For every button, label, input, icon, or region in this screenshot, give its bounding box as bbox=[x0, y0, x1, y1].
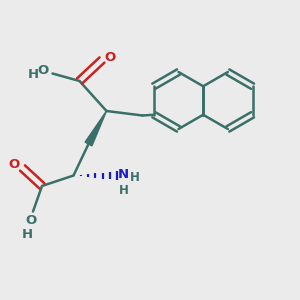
Text: H: H bbox=[27, 68, 39, 82]
Text: O: O bbox=[8, 158, 20, 172]
Text: O: O bbox=[38, 64, 49, 77]
Text: N: N bbox=[118, 167, 129, 181]
Text: H: H bbox=[130, 171, 139, 184]
Text: H: H bbox=[22, 227, 33, 241]
Text: O: O bbox=[26, 214, 37, 227]
Text: O: O bbox=[104, 51, 115, 64]
Polygon shape bbox=[85, 111, 106, 146]
Text: H: H bbox=[119, 184, 128, 197]
